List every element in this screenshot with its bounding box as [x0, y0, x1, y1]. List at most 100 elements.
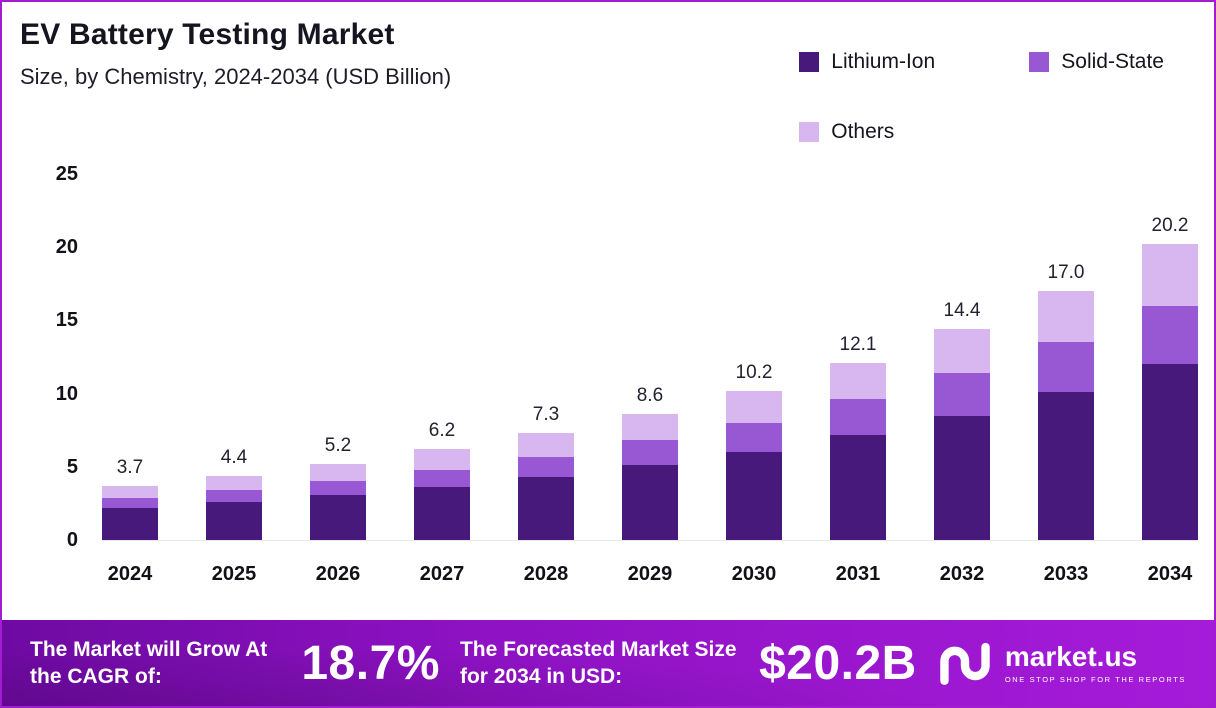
bar-value-label: 6.2	[428, 420, 456, 442]
segment-solid-state	[518, 456, 574, 478]
segment-others	[518, 433, 574, 457]
segment-solid-state	[206, 490, 262, 502]
cagr-value: 18.7%	[301, 636, 440, 690]
forecast-value: $20.2B	[759, 636, 917, 690]
footer-banner: The Market will Grow At the CAGR of: 18.…	[2, 620, 1214, 706]
bar-value-label: 5.2	[324, 434, 352, 456]
bar-2031: 12.1 2031	[830, 174, 886, 585]
y-axis-tick-0: 0	[66, 529, 78, 551]
brand-text-block: market.us ONE STOP SHOP FOR THE REPORTS	[1004, 640, 1186, 684]
legend-label: Others	[831, 120, 895, 143]
legend-item-solid-state: Solid-State	[1029, 50, 1164, 74]
y-axis-tick-5: 5	[66, 455, 78, 478]
bar-2025: 4.4 2025	[206, 174, 262, 585]
segment-lithium-ion	[414, 487, 470, 540]
segment-solid-state	[102, 497, 158, 508]
legend-label: Lithium-Ion	[831, 50, 936, 73]
bar-2032: 14.4 2032	[934, 174, 990, 585]
brand-tagline: ONE STOP SHOP FOR THE REPORTS	[1004, 674, 1186, 684]
x-axis-label-2025: 2025	[211, 563, 257, 585]
bar-value-label: 12.1	[839, 333, 877, 355]
segment-others	[310, 463, 366, 482]
y-axis-tick-20: 20	[55, 236, 78, 259]
segment-lithium-ion	[1142, 364, 1198, 540]
y-axis-tick-25: 25	[55, 163, 78, 185]
legend-swatch-icon	[799, 52, 820, 72]
segment-lithium-ion	[518, 477, 574, 540]
x-axis-label-2029: 2029	[627, 563, 673, 585]
segment-lithium-ion	[310, 494, 366, 540]
segment-others	[934, 329, 990, 374]
segment-lithium-ion	[206, 501, 262, 540]
bar-chart-plot-area: 3.7 2024 4.4 2025 5.2 2026 6.2 2027 7.3 2028 8.6 20…	[102, 174, 1198, 585]
segment-others	[1038, 291, 1094, 343]
segment-solid-state	[622, 440, 678, 466]
bar-stack	[310, 463, 366, 540]
bar-stack	[1038, 291, 1094, 540]
segment-others	[102, 485, 158, 498]
segment-others	[726, 390, 782, 423]
bar-stack	[726, 390, 782, 540]
x-axis-label-2032: 2032	[939, 563, 985, 585]
legend: Lithium-Ion Solid-State Others	[799, 50, 1164, 144]
bar-stack	[1142, 244, 1198, 540]
segment-lithium-ion	[1038, 392, 1094, 540]
bar-value-label: 8.6	[636, 385, 664, 407]
bar-stack	[206, 475, 262, 540]
bar-2030: 10.2 2030	[726, 174, 782, 585]
segment-others	[830, 362, 886, 400]
bar-2029: 8.6 2029	[622, 174, 678, 585]
bar-value-label: 20.2	[1151, 215, 1189, 237]
segment-solid-state	[934, 373, 990, 416]
x-axis-label-2024: 2024	[107, 563, 153, 585]
legend-swatch-icon	[799, 122, 820, 142]
bar-value-label: 3.7	[116, 456, 144, 478]
segment-lithium-ion	[934, 415, 990, 540]
bar-2033: 17.0 2033	[1038, 174, 1094, 585]
marketus-logo: market.us ONE STOP SHOP FOR THE REPORTS	[937, 640, 1186, 686]
bar-stack	[622, 414, 678, 540]
segment-solid-state	[1038, 342, 1094, 393]
bar-stack	[414, 449, 470, 540]
brand-name: market.us	[1004, 640, 1138, 672]
cagr-label: The Market will Grow At the CAGR of:	[30, 637, 268, 688]
bar-value-label: 7.3	[532, 404, 560, 426]
legend-item-others: Others	[799, 120, 989, 144]
bar-stack	[830, 362, 886, 540]
segment-lithium-ion	[102, 507, 158, 540]
bar-value-label: 10.2	[735, 361, 773, 383]
legend-item-lithium-ion: Lithium-Ion	[799, 50, 989, 74]
chart-header: EV Battery Testing Market Size, by Chemi…	[20, 18, 451, 90]
bar-stack	[518, 433, 574, 540]
segment-solid-state	[1142, 305, 1198, 365]
x-axis-label-2026: 2026	[315, 563, 361, 585]
bar-2034: 20.2 2034	[1142, 174, 1198, 585]
segment-others	[206, 475, 262, 491]
x-axis-label-2028: 2028	[523, 563, 569, 585]
page-title: EV Battery Testing Market	[20, 18, 395, 51]
bar-stack	[934, 329, 990, 540]
segment-others	[622, 414, 678, 441]
bar-value-label: 4.4	[220, 446, 248, 468]
bar-2028: 7.3 2028	[518, 174, 574, 585]
y-axis-tick-10: 10	[55, 382, 78, 405]
bar-2026: 5.2 2026	[310, 174, 366, 585]
x-axis-label-2027: 2027	[419, 563, 465, 585]
y-axis: 0 5 10 15 20 25	[30, 163, 78, 551]
bar-value-label: 17.0	[1047, 262, 1085, 284]
bar-2027: 6.2 2027	[414, 174, 470, 585]
x-axis-label-2033: 2033	[1043, 563, 1089, 585]
segment-solid-state	[726, 422, 782, 453]
x-axis-label-2031: 2031	[835, 563, 881, 585]
bar-stack	[102, 485, 158, 540]
segment-solid-state	[830, 399, 886, 435]
forecast-label: The Forecasted Market Size for 2034 in U…	[459, 637, 737, 688]
marketus-monogram-icon	[940, 642, 990, 685]
x-axis-label-2030: 2030	[731, 563, 777, 585]
segment-lithium-ion	[726, 452, 782, 540]
segment-solid-state	[414, 469, 470, 488]
x-axis-baseline	[102, 540, 1198, 541]
segment-solid-state	[310, 481, 366, 495]
segment-others	[414, 449, 470, 470]
